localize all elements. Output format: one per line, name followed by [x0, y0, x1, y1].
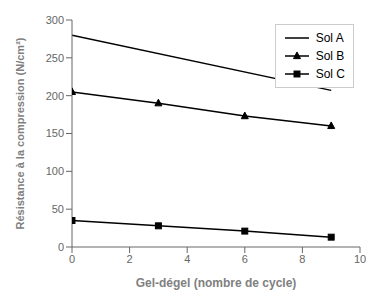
svg-text:8: 8 — [299, 253, 305, 265]
svg-text:150: 150 — [46, 127, 64, 139]
svg-text:0: 0 — [69, 253, 75, 265]
svg-text:2: 2 — [127, 253, 133, 265]
svg-text:Résistance à la compression (N: Résistance à la compression (N/cm²) — [14, 37, 26, 229]
svg-text:250: 250 — [46, 52, 64, 64]
html-text:Sol C: Sol C — [315, 67, 345, 81]
html-text:Sol A: Sol A — [315, 31, 344, 45]
html-text:Sol B: Sol B — [315, 49, 345, 63]
svg-text:10: 10 — [354, 253, 366, 265]
svg-text:50: 50 — [52, 203, 64, 215]
svg-text:200: 200 — [46, 90, 64, 102]
svg-text:Gel-dégel (nombre de cycle): Gel-dégel (nombre de cycle) — [136, 276, 297, 290]
svg-text:0: 0 — [58, 241, 64, 253]
svg-text:100: 100 — [46, 165, 64, 177]
svg-text:300: 300 — [46, 14, 64, 26]
svg-text:4: 4 — [184, 253, 190, 265]
svg-text:6: 6 — [242, 253, 248, 265]
